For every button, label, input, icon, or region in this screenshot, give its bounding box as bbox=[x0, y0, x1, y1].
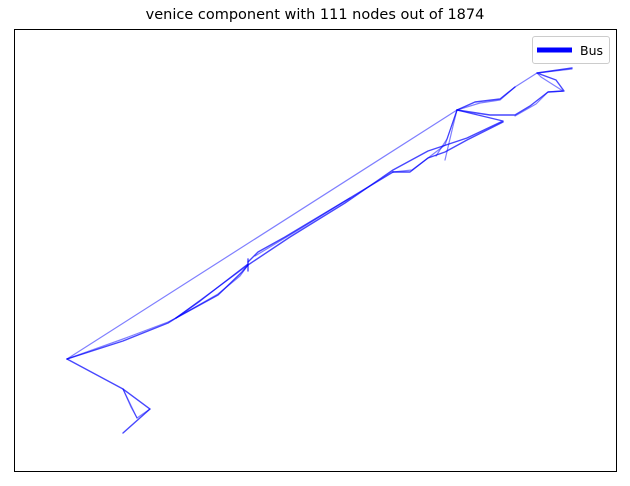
edge bbox=[66, 109, 458, 360]
edge bbox=[456, 86, 516, 111]
edge bbox=[66, 263, 249, 360]
faint-edges bbox=[66, 68, 573, 419]
edge bbox=[392, 121, 504, 173]
plot-frame bbox=[14, 29, 617, 472]
edge bbox=[444, 109, 458, 161]
chart-title: venice component with 111 nodes out of 1… bbox=[145, 7, 485, 23]
edge bbox=[175, 264, 249, 319]
edge bbox=[392, 109, 458, 173]
legend: Bus bbox=[532, 36, 610, 64]
edge bbox=[122, 388, 151, 419]
edge bbox=[456, 68, 573, 111]
edge bbox=[122, 388, 138, 419]
edge bbox=[247, 109, 504, 266]
edge bbox=[456, 67, 573, 116]
bus-edges bbox=[66, 67, 573, 434]
legend-label: Bus bbox=[580, 43, 603, 58]
edge bbox=[66, 358, 151, 434]
main-edges bbox=[66, 67, 573, 434]
